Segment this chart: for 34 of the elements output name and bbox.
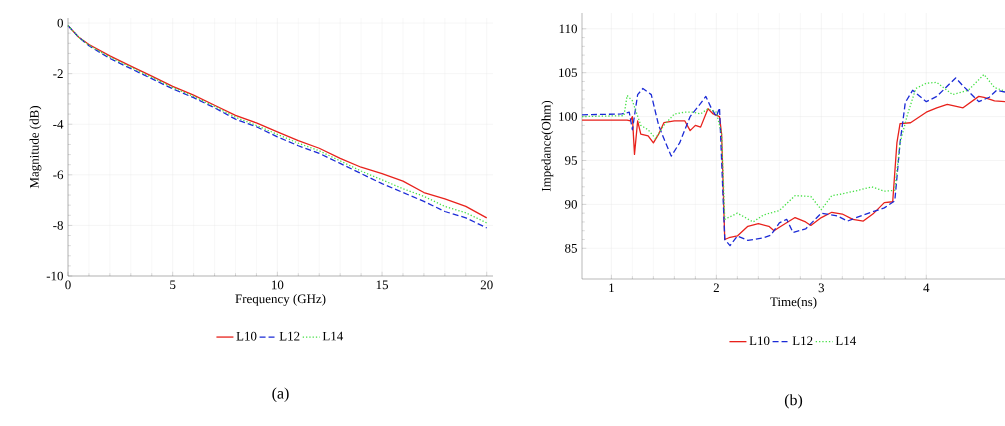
x-tick-label: 1	[609, 283, 614, 293]
y-tick-label: -10	[46, 271, 63, 281]
y-tick-label: -6	[53, 170, 64, 180]
x-tick-label: 20	[480, 280, 493, 290]
x-tick-label: 3	[818, 283, 825, 293]
y-tick-label: 100	[559, 112, 577, 121]
x-tick-label: 4	[923, 283, 930, 293]
legend-label: L10	[236, 331, 257, 341]
x-tick-label: 0	[65, 280, 71, 290]
y-tick-label: -2	[53, 69, 63, 78]
y-axis-title: Impedance(Ohm)	[541, 100, 554, 192]
x-tick-label: 5	[170, 280, 176, 290]
y-tick-label: 95	[564, 156, 577, 165]
x-axis-title: Frequency (GHz)	[235, 294, 326, 306]
y-tick-label: 90	[564, 200, 577, 209]
y-tick-label: -4	[53, 119, 64, 129]
line-series	[581, 73, 1005, 223]
y-tick-label: 105	[559, 68, 577, 78]
legend-label: L12	[792, 336, 813, 345]
legend-label: L14	[322, 331, 344, 341]
y-tick-label: -8	[53, 221, 63, 230]
y-axis-title: Magnitude (dB)	[29, 106, 42, 189]
text: (a)	[272, 387, 289, 402]
x-tick-label: 10	[272, 280, 284, 290]
y-tick-label: 85	[565, 243, 577, 253]
x-axis-title: Time(ns)	[770, 297, 817, 309]
x-tick-label: 15	[376, 280, 389, 290]
text: (b)	[784, 394, 803, 409]
legend-label: L10	[749, 336, 770, 346]
legend-label: L12	[279, 331, 300, 341]
y-tick-label: 0	[57, 18, 63, 28]
y-tick-label: 110	[559, 24, 578, 34]
legend-label: L14	[835, 336, 857, 345]
x-tick-label: 2	[713, 283, 719, 293]
